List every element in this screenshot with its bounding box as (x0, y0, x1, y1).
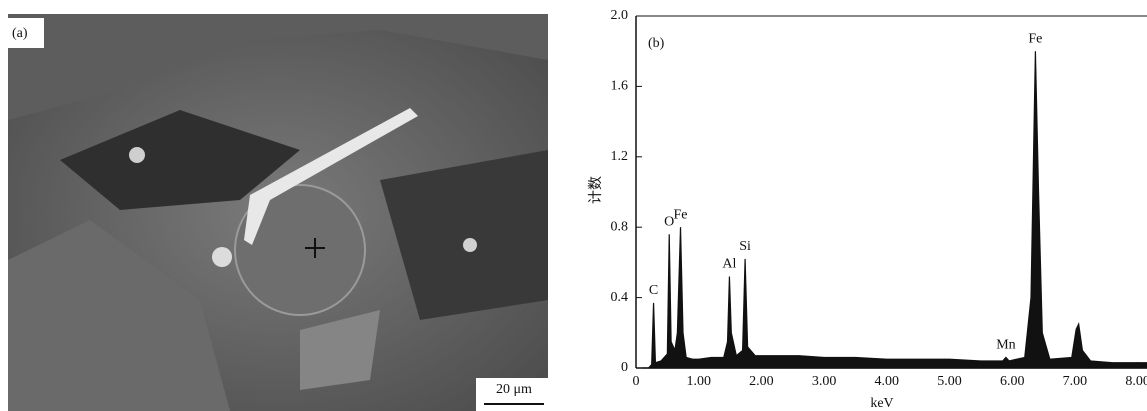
y-axis-label: 计数 (588, 176, 604, 204)
peak-label: Fe (674, 207, 688, 222)
x-tick-label: 2.00 (749, 374, 774, 389)
eds-chart: (b) keV 计数 00.40.81.21.62.00 1.00 2.00 3.00… (588, 8, 1147, 411)
x-tick-label: 7.00 (1063, 374, 1088, 389)
peak-label: C (649, 283, 658, 298)
peak-label: Si (739, 239, 751, 254)
peak-label: Mn (996, 338, 1015, 353)
peak-label: Al (722, 257, 736, 272)
y-tick-label: 1.2 (611, 149, 629, 164)
y-tick-label: 0.8 (611, 219, 629, 234)
x-axis-label: keV (870, 396, 893, 411)
x-tick-label: 8.00 (1125, 374, 1147, 389)
spectrum (642, 51, 1147, 369)
y-tick-label: 2.0 (611, 8, 629, 23)
x-tick-label: 6.00 (1000, 374, 1025, 389)
x-tick-label: 5.00 (937, 374, 962, 389)
y-tick-label: 0 (621, 360, 628, 375)
panel-label: (a) (12, 26, 28, 41)
scale-bar-label: 20 μm (496, 382, 532, 397)
x-tick-label: 1.00 (686, 374, 711, 389)
x-tick-label: 4.00 (875, 374, 900, 389)
peak-label: O (664, 214, 674, 229)
x-tick-label: 0 (633, 374, 640, 389)
y-tick-label: 0.4 (611, 290, 629, 305)
sem-image: (a) 20 μm (8, 14, 548, 411)
panel-label: (b) (648, 36, 665, 51)
y-tick-label: 1.6 (611, 79, 629, 94)
x-tick-label: 3.00 (812, 374, 837, 389)
peak-label: Fe (1028, 31, 1042, 46)
